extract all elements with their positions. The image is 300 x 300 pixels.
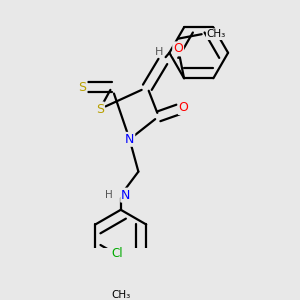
Text: H: H — [105, 190, 113, 200]
Text: Cl: Cl — [111, 247, 123, 260]
Text: O: O — [173, 42, 183, 56]
Text: S: S — [96, 103, 104, 116]
Text: N: N — [121, 189, 130, 202]
Text: N: N — [125, 133, 134, 146]
Text: CH₃: CH₃ — [207, 29, 226, 39]
Text: S: S — [79, 81, 86, 94]
Text: CH₃: CH₃ — [111, 290, 130, 300]
Text: O: O — [179, 101, 189, 114]
Text: H: H — [154, 46, 163, 56]
